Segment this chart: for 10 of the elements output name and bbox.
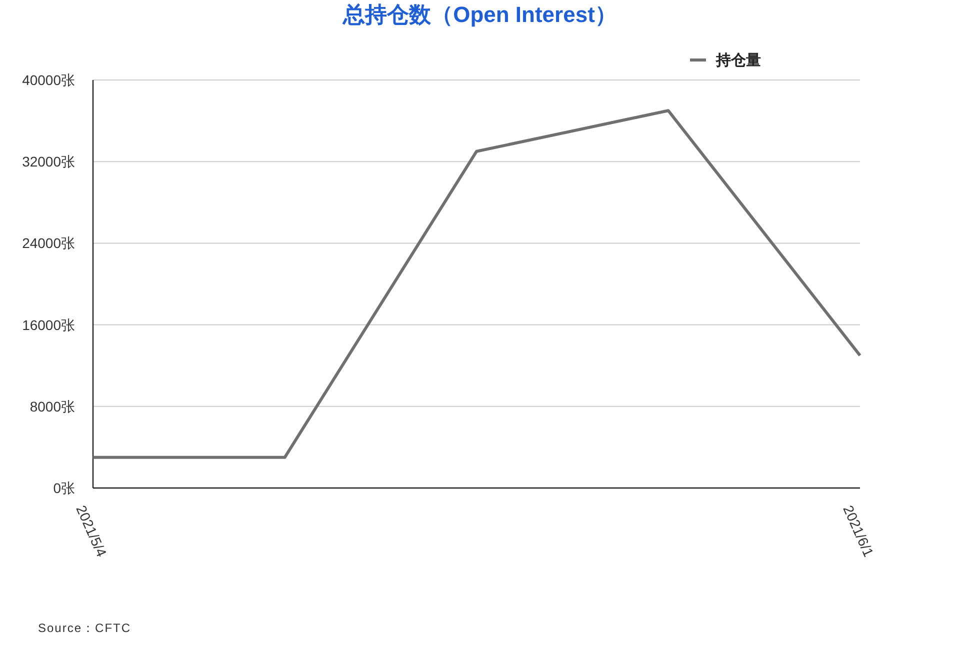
y-tick-label: 16000张 bbox=[22, 316, 75, 333]
chart-title: 总持仓数（Open Interest） bbox=[342, 2, 617, 27]
line-series bbox=[92, 109, 862, 459]
y-tick-label: 32000张 bbox=[22, 154, 75, 170]
y-tick-label: 24000张 bbox=[22, 235, 75, 252]
source-note: Source：CFTC bbox=[38, 621, 132, 635]
legend-label: 持仓量 bbox=[715, 52, 761, 69]
y-tick-label: 8000张 bbox=[30, 398, 75, 414]
y-tick-label: 40000张 bbox=[22, 72, 75, 88]
y-tick-label: 0张 bbox=[53, 480, 75, 496]
